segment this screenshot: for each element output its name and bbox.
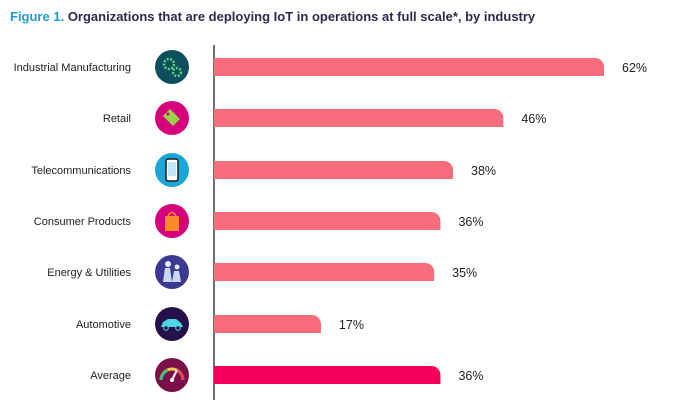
value-label-automotive: 17% (339, 318, 364, 332)
car-icon (155, 307, 189, 341)
category-label-retail: Retail (103, 113, 131, 125)
bar-average (214, 366, 441, 384)
shopping-bag-icon (155, 204, 189, 238)
value-label-retail: 46% (521, 112, 546, 126)
mobile-phone-icon (155, 153, 189, 187)
value-label-average: 36% (458, 369, 483, 383)
value-label-energy-and-utilities: 35% (452, 266, 477, 280)
value-label-consumer-products: 36% (458, 215, 483, 229)
category-label-consumer-products: Consumer Products (34, 216, 132, 228)
gauge-icon (155, 358, 189, 392)
gears-icon (155, 50, 189, 84)
chart-title: Figure 1. Organizations that are deployi… (10, 9, 680, 24)
bar-consumer-products (214, 212, 441, 230)
bar-industrial-manufacturing (214, 58, 604, 76)
figure-label: Figure 1. (10, 9, 65, 24)
category-label-energy-and-utilities: Energy & Utilities (47, 267, 131, 279)
value-label-telecommunications: 38% (471, 164, 496, 178)
bar-energy-and-utilities (214, 263, 435, 281)
figure-title: Organizations that are deploying IoT in … (67, 9, 536, 24)
price-tag-icon (155, 101, 189, 135)
category-label-industrial-manufacturing: Industrial Manufacturing (14, 62, 131, 74)
power-plant-icon (155, 255, 189, 289)
category-label-automotive: Automotive (76, 319, 131, 331)
category-label-average: Average (90, 370, 131, 382)
bar-telecommunications (214, 161, 454, 179)
bar-automotive (214, 315, 321, 333)
bar-retail (214, 109, 504, 127)
value-label-industrial-manufacturing: 62% (622, 61, 647, 75)
category-label-telecommunications: Telecommunications (31, 165, 131, 177)
